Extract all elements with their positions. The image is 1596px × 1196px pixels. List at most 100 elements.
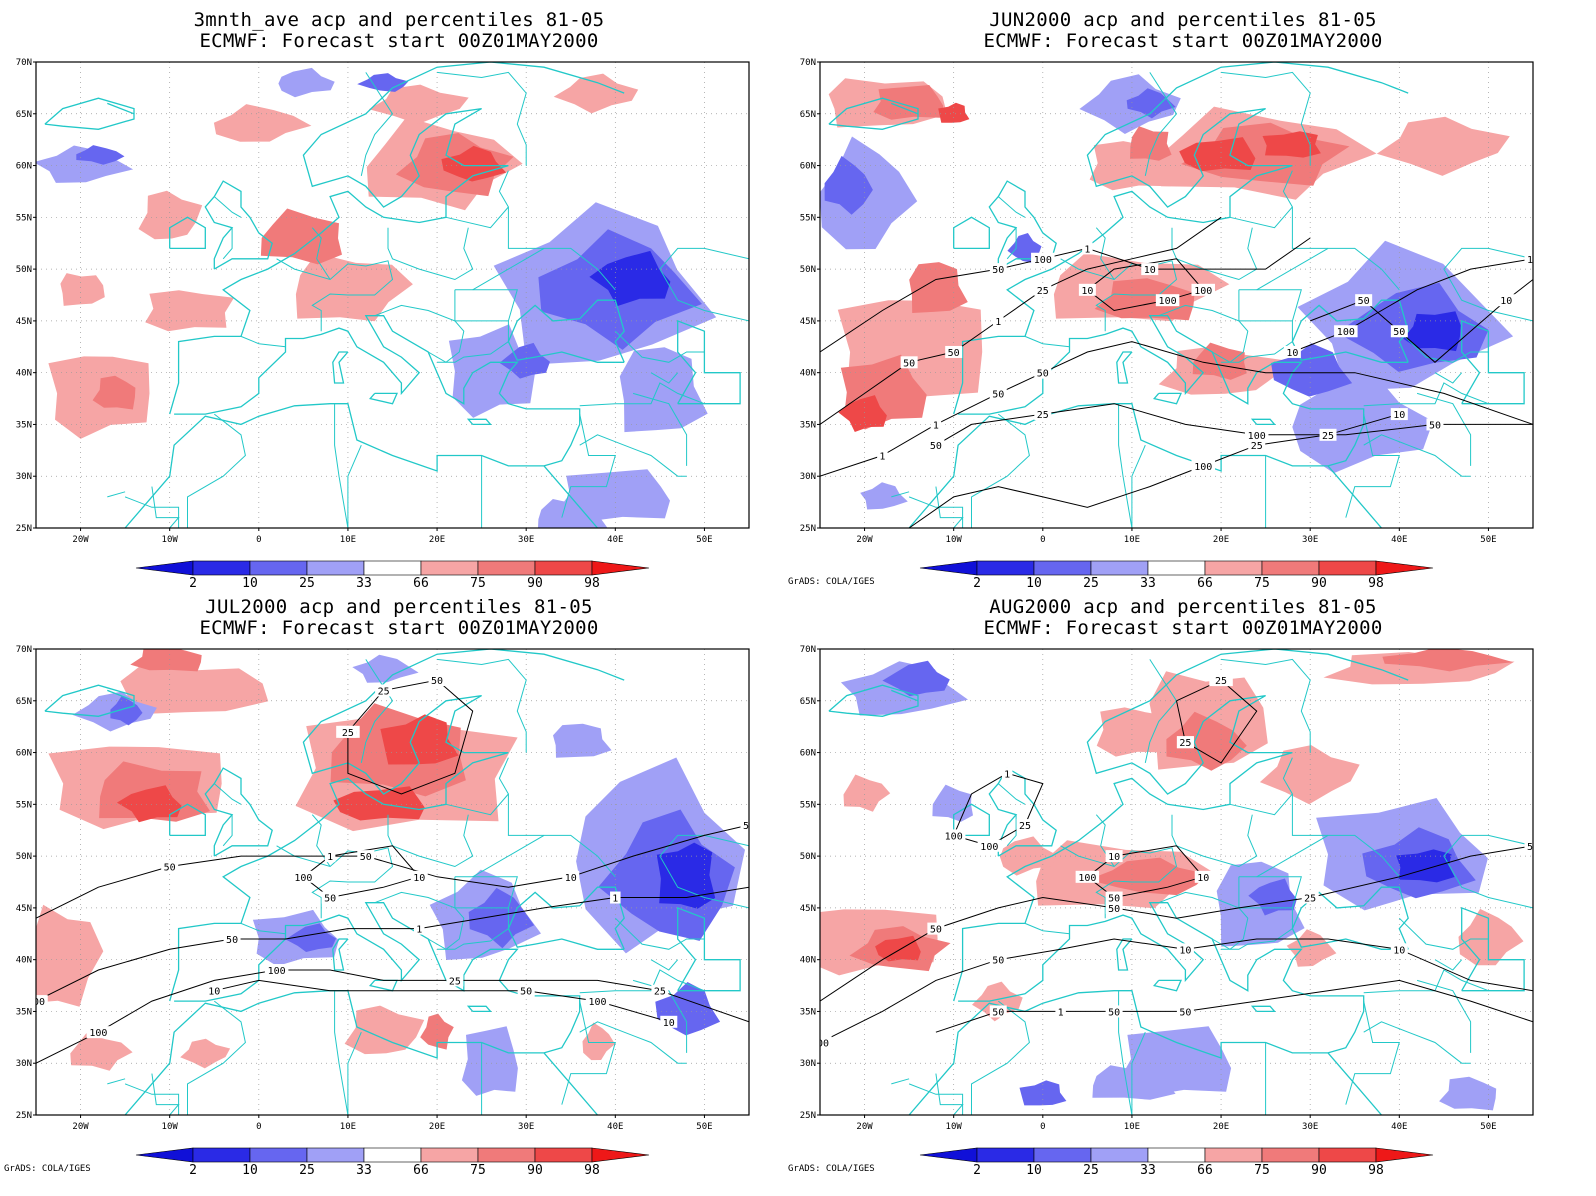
percentile-shading <box>1439 1076 1497 1111</box>
country-border <box>437 71 527 166</box>
contour-label-bg <box>930 418 942 431</box>
country-border <box>1363 1021 1471 1064</box>
country-border <box>387 814 474 868</box>
country-border <box>213 196 242 218</box>
contour-label-bg <box>1191 283 1215 296</box>
colorbar-label: 66 <box>1197 1163 1213 1178</box>
contour-label: 25 <box>1019 821 1031 832</box>
coastline <box>1116 938 1133 971</box>
country-border <box>1221 320 1293 363</box>
map-svg: 5050501001001005010050100505025101010111… <box>800 58 1534 591</box>
country-border <box>1006 814 1017 847</box>
colorbar: 2 10 25 33 66 75 90 98 <box>919 1147 1434 1178</box>
colorbar: 2 10 25 33 66 75 90 98 <box>919 560 1434 591</box>
contour-line <box>347 679 474 795</box>
colorbar-label: 10 <box>1026 576 1042 591</box>
contour-label: 50 <box>1108 1007 1120 1018</box>
coastline <box>1153 979 1182 992</box>
map-panel-4: AUG2000 acp and percentiles 81-05 ECMWF: … <box>784 587 1582 1185</box>
colorbar-label: 25 <box>1083 1163 1099 1178</box>
lon-tick-label: 10W <box>946 535 963 545</box>
country-border <box>1006 227 1017 260</box>
map-panel-2: JUN2000 acp and percentiles 81-05 ECMWF: … <box>784 0 1582 598</box>
contour-label-bg <box>989 1005 1007 1018</box>
contour-label: 10 <box>1500 296 1512 307</box>
lat-tick-label: 65N <box>800 697 816 707</box>
lat-tick-label: 30N <box>800 1059 816 1069</box>
percentile-shading <box>441 145 507 182</box>
contour-label: 25 <box>654 987 666 998</box>
contour-label-bg <box>161 860 179 873</box>
contour-label-bg <box>1075 870 1100 883</box>
country-border <box>1221 71 1311 166</box>
contour-label: 25 <box>1179 738 1191 749</box>
contour-label: 50 <box>948 348 960 359</box>
colorbar-label: 90 <box>527 576 543 591</box>
colorbar-label: 98 <box>584 576 600 591</box>
lon-tick-label: 40E <box>607 535 623 545</box>
contour-line <box>820 845 1533 1002</box>
country-border <box>1171 814 1258 868</box>
country-border <box>561 413 616 518</box>
contour-label: 100 <box>588 997 606 1008</box>
lat-tick-label: 55N <box>16 800 32 810</box>
contour-line <box>820 938 1533 1043</box>
percentile-shading <box>36 145 134 183</box>
contour-label: 50 <box>431 676 443 687</box>
panel-title: JUL2000 acp and percentiles 81-05 ECMWF: … <box>0 597 798 639</box>
percentile-shading <box>1126 88 1176 119</box>
contour-label-bg <box>375 684 393 697</box>
coastline <box>124 315 581 528</box>
lon-tick-label: 50E <box>1480 535 1496 545</box>
contour-label-bg <box>1390 408 1408 421</box>
lat-tick-label: 25N <box>800 1111 816 1121</box>
country-border <box>1291 207 1328 249</box>
contour-label-bg <box>86 1026 111 1039</box>
coastline <box>1116 351 1133 384</box>
contour-label: 10 <box>663 1018 675 1029</box>
contour-label-bg <box>610 891 621 904</box>
country-border <box>437 320 509 363</box>
country-border <box>1131 1032 1146 1115</box>
contour-label-bg <box>740 819 749 832</box>
contour-label-bg <box>585 995 610 1008</box>
colorbar-label: 75 <box>470 1163 486 1178</box>
country-border <box>971 413 1030 528</box>
country-border <box>347 445 362 528</box>
lat-tick-label: 30N <box>16 472 32 482</box>
contour-label: 50 <box>992 389 1004 400</box>
contour-label: 50 <box>520 987 532 998</box>
lon-tick-label: 40E <box>607 1122 623 1132</box>
percentile-shading <box>1376 116 1510 176</box>
colorbar-label: 25 <box>1083 576 1099 591</box>
contour-label: 1 <box>933 420 939 431</box>
percentile-shading <box>1092 1065 1176 1100</box>
contour-label-bg <box>1176 1005 1194 1018</box>
contour-label: 100 <box>294 873 312 884</box>
coastline <box>953 649 1409 1002</box>
country-border <box>891 491 910 498</box>
contour-label-bg <box>205 984 223 997</box>
country-border <box>276 845 394 919</box>
lat-tick-label: 70N <box>800 645 816 655</box>
contour-label: 10 <box>565 873 577 884</box>
country-border <box>1144 72 1178 177</box>
contour-label: 25 <box>1322 431 1334 442</box>
percentile-shading <box>909 262 968 313</box>
percentile-shading <box>380 714 459 765</box>
country-border <box>1131 445 1146 528</box>
lon-tick-label: 50E <box>696 535 712 545</box>
country-border <box>437 907 509 950</box>
country-border <box>374 891 465 950</box>
contour-label: 100 <box>1159 296 1177 307</box>
panel-title: AUG2000 acp and percentiles 81-05 ECMWF: … <box>784 597 1582 639</box>
colorbar-label: 90 <box>1311 1163 1327 1178</box>
country-border <box>151 486 180 528</box>
panel-title-line1: 3mnth_ave acp and percentiles 81-05 <box>193 9 605 31</box>
percentile-shading <box>1096 707 1171 757</box>
contour-label: 50 <box>1108 904 1120 915</box>
percentile-shading <box>285 923 337 952</box>
percentile-shading <box>260 208 342 265</box>
contour-label: 100 <box>268 966 286 977</box>
lon-tick-label: 20W <box>856 1122 873 1132</box>
